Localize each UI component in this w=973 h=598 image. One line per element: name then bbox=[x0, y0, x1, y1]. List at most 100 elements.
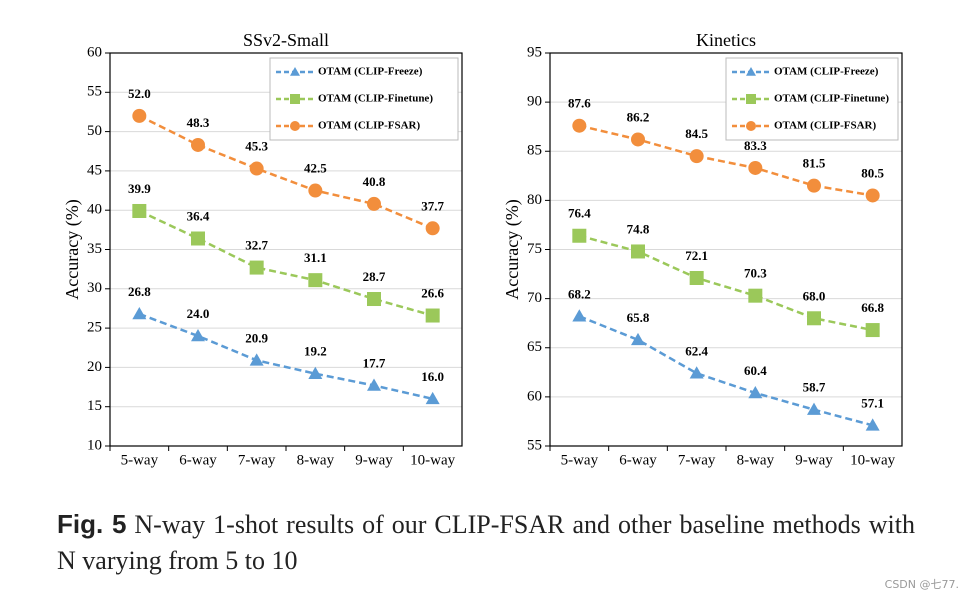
value-label: 60.4 bbox=[744, 363, 767, 378]
marker bbox=[746, 67, 756, 76]
marker bbox=[865, 418, 880, 431]
marker bbox=[249, 260, 264, 275]
y-tick-label: 85 bbox=[527, 143, 542, 159]
marker bbox=[865, 188, 880, 203]
marker bbox=[689, 270, 704, 285]
y-tick-label: 50 bbox=[87, 123, 102, 139]
y-tick-label: 35 bbox=[87, 241, 102, 257]
series-line bbox=[138, 209, 434, 317]
marker bbox=[748, 288, 763, 303]
marker bbox=[689, 149, 704, 164]
y-tick-label: 40 bbox=[87, 202, 102, 218]
marker bbox=[748, 160, 763, 175]
value-label: 70.3 bbox=[744, 266, 767, 281]
y-tick-label: 80 bbox=[527, 192, 542, 208]
value-label: 24.0 bbox=[187, 306, 210, 321]
marker bbox=[572, 118, 587, 133]
value-label: 19.2 bbox=[304, 344, 327, 359]
caption-label: Fig. 5 bbox=[57, 509, 127, 539]
value-label: 40.8 bbox=[363, 174, 386, 189]
value-label: 76.4 bbox=[568, 206, 591, 221]
y-tick-label: 55 bbox=[527, 437, 542, 453]
marker bbox=[367, 378, 381, 391]
marker bbox=[807, 178, 821, 193]
value-label: 45.3 bbox=[245, 139, 268, 154]
marker bbox=[425, 391, 440, 405]
x-tick-label: 8-way bbox=[297, 452, 335, 468]
y-tick-label: 95 bbox=[527, 44, 542, 60]
marker bbox=[865, 323, 880, 338]
value-label: 26.6 bbox=[421, 286, 444, 301]
marker bbox=[807, 402, 821, 415]
value-label: 86.2 bbox=[627, 109, 650, 124]
x-tick-label: 10-way bbox=[850, 452, 895, 468]
marker bbox=[748, 385, 763, 399]
legend-label: OTAM (CLIP-Freeze) bbox=[318, 66, 423, 78]
series-line bbox=[138, 312, 433, 401]
marker bbox=[367, 196, 381, 211]
marker bbox=[290, 121, 300, 131]
legend-label: OTAM (CLIP-FSAR) bbox=[774, 120, 876, 132]
y-tick-label: 45 bbox=[87, 162, 102, 178]
marker bbox=[132, 108, 147, 123]
charts: SSv2-Small Accuracy (%) 10 15 20 25 30 35 40 45 50… bbox=[62, 30, 903, 468]
marker bbox=[290, 94, 300, 104]
marker bbox=[689, 366, 704, 379]
x-tick-label: 7-way bbox=[238, 452, 276, 468]
y-tick-label: 20 bbox=[87, 359, 102, 375]
value-label: 81.5 bbox=[803, 156, 826, 171]
y-tick-label: 60 bbox=[527, 388, 542, 404]
marker bbox=[308, 273, 323, 288]
marker bbox=[425, 221, 440, 236]
x-tick-label: 6-way bbox=[179, 452, 217, 468]
marker bbox=[132, 306, 147, 320]
value-label: 28.7 bbox=[363, 269, 386, 284]
marker bbox=[191, 231, 205, 246]
series-line bbox=[579, 234, 873, 332]
y-axis-label: Accuracy (%) bbox=[62, 199, 83, 299]
x-tick-label: 7-way bbox=[678, 452, 716, 468]
y-tick-label: 15 bbox=[87, 398, 102, 414]
value-label: 65.8 bbox=[627, 310, 650, 325]
value-label: 66.8 bbox=[861, 300, 884, 315]
marker bbox=[631, 332, 645, 346]
value-label: 62.4 bbox=[685, 343, 708, 358]
value-label: 68.2 bbox=[568, 286, 591, 301]
value-label: 58.7 bbox=[803, 380, 826, 395]
y-tick-label: 75 bbox=[527, 241, 542, 257]
value-label: 17.7 bbox=[363, 355, 386, 370]
value-label: 32.7 bbox=[245, 238, 268, 253]
y-tick-label: 60 bbox=[87, 44, 102, 60]
y-tick-label: 30 bbox=[87, 280, 102, 296]
value-label: 57.1 bbox=[861, 395, 884, 410]
marker bbox=[631, 244, 645, 259]
value-label: 42.5 bbox=[304, 161, 327, 176]
marker bbox=[746, 121, 756, 131]
x-tick-label: 8-way bbox=[737, 452, 775, 468]
marker bbox=[807, 311, 821, 326]
value-label: 72.1 bbox=[685, 248, 708, 263]
legend-label: OTAM (CLIP-FSAR) bbox=[318, 120, 420, 132]
value-label: 84.5 bbox=[685, 126, 708, 141]
value-label: 26.8 bbox=[128, 284, 151, 299]
chart-title: SSv2-Small bbox=[243, 30, 329, 50]
x-tick-label: 5-way bbox=[121, 452, 159, 468]
marker bbox=[367, 292, 381, 307]
y-tick-label: 70 bbox=[527, 290, 542, 306]
value-label: 36.4 bbox=[187, 208, 210, 223]
value-label: 20.9 bbox=[245, 330, 268, 345]
marker bbox=[572, 228, 587, 243]
value-label: 37.7 bbox=[421, 198, 444, 213]
legend-label: OTAM (CLIP-Finetune) bbox=[774, 93, 889, 105]
x-tick-label: 9-way bbox=[355, 452, 393, 468]
value-label: 74.8 bbox=[627, 221, 650, 236]
legend-label: OTAM (CLIP-Freeze) bbox=[774, 66, 879, 78]
value-label: 16.0 bbox=[421, 369, 444, 384]
y-tick-label: 65 bbox=[527, 339, 542, 355]
caption: Fig. 5 N-way 1-shot results of our CLIP-F… bbox=[57, 506, 915, 579]
marker bbox=[249, 353, 264, 366]
chart-title: Kinetics bbox=[696, 30, 756, 50]
marker bbox=[249, 161, 264, 176]
value-label: 80.5 bbox=[861, 165, 884, 180]
marker bbox=[425, 308, 440, 323]
